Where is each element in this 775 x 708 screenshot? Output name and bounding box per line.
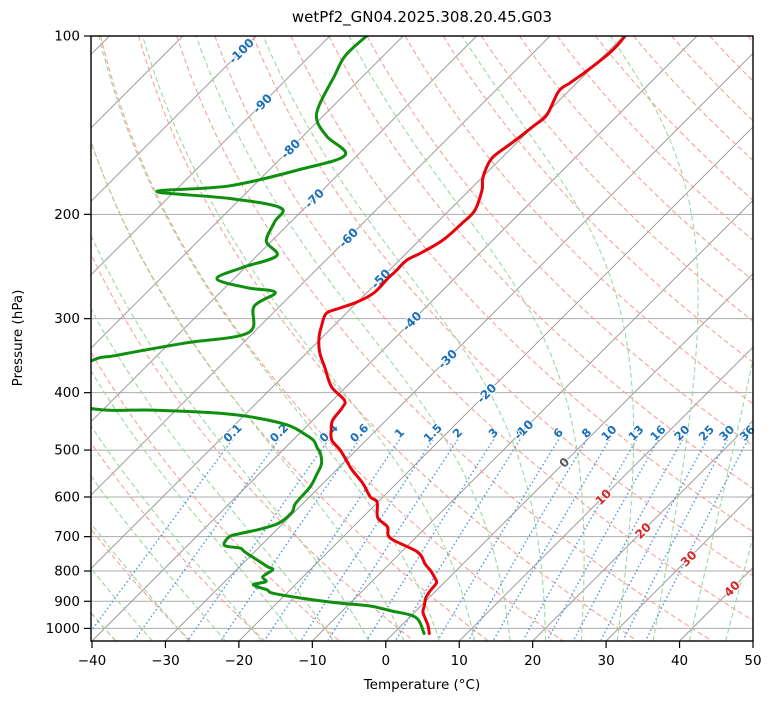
temperature-curve — [317, 36, 627, 635]
x-tick-label: 0 — [381, 653, 390, 669]
x-tick-label: −10 — [298, 653, 327, 669]
x-axis-label: Temperature (°C) — [363, 677, 481, 693]
y-tick-label: 1000 — [46, 621, 80, 637]
x-tick-label: −30 — [151, 653, 180, 669]
isotherm-gridlines — [91, 36, 753, 641]
mixing-ratio-label: 13 — [625, 422, 646, 443]
y-tick-label: 700 — [54, 529, 80, 545]
y-axis-label: Pressure (hPa) — [10, 289, 26, 387]
y-tick-label: 500 — [54, 443, 80, 459]
mixing-ratio-label: 3 — [485, 425, 501, 441]
y-tick-label: 200 — [54, 207, 80, 223]
x-tick-label: 40 — [671, 653, 688, 669]
y-tick-label: 900 — [54, 594, 80, 610]
mixing-ratio-label: 2 — [450, 425, 466, 441]
isobar-gridlines — [91, 35, 753, 629]
x-tick-label: 50 — [744, 653, 761, 669]
mixing-ratio-label: 30 — [716, 422, 737, 443]
mixing-ratio-label: 16 — [647, 422, 668, 443]
y-tick-label: 300 — [54, 311, 80, 327]
chart-title: wetPf2_GN04.2025.308.20.45.G03 — [291, 8, 553, 26]
mixing-ratio-label: 8 — [579, 425, 595, 441]
moist-adiabat-lines — [91, 36, 753, 641]
mixing-ratio-label: 0.6 — [347, 421, 371, 445]
x-tick-label: 30 — [598, 653, 615, 669]
mixing-ratio-label: 1 — [392, 425, 408, 441]
y-tick-label: 100 — [54, 29, 80, 45]
dry-adiabat-lines — [91, 36, 753, 641]
x-tick-label: −40 — [78, 653, 107, 669]
y-tick-label: 600 — [54, 489, 80, 505]
mixing-ratio-label: 25 — [696, 422, 717, 443]
y-tick-label: 800 — [54, 563, 80, 579]
mixing-ratio-label: 1.5 — [421, 421, 445, 445]
y-axis-ticks: 100 200 300 400 500 600 700 800 900 1000 — [46, 29, 91, 637]
mixing-ratio-label: 0.1 — [220, 421, 244, 445]
x-tick-label: −20 — [225, 653, 254, 669]
mixing-ratio-lines — [91, 439, 749, 641]
x-tick-label: 10 — [451, 653, 468, 669]
mixing-ratio-label: 0.4 — [316, 421, 340, 445]
x-tick-label: 20 — [524, 653, 541, 669]
mixing-ratio-label: 36 — [737, 422, 758, 443]
y-tick-label: 400 — [54, 385, 80, 401]
dewpoint-curve — [91, 36, 426, 635]
axes-spines — [90, 35, 754, 642]
x-axis-ticks: −40 −30 −20 −10 0 10 20 30 40 50 — [78, 641, 762, 669]
